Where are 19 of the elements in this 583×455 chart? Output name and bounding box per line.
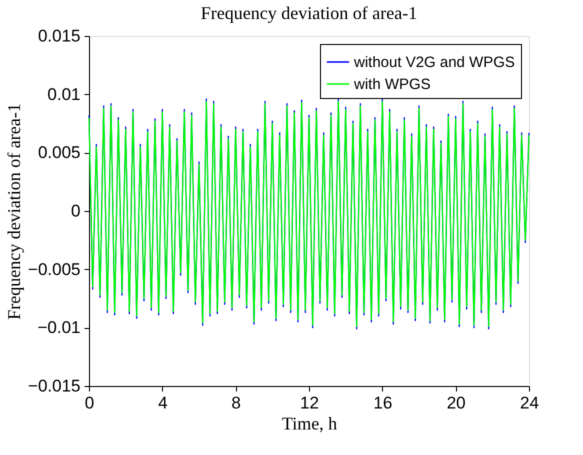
- y-tick-label: 0.015: [38, 26, 80, 46]
- x-tick-label: 4: [158, 394, 168, 412]
- y-tick-label: −0.005: [28, 260, 80, 279]
- y-axis-title: Frequency deviation of area-1: [4, 103, 24, 320]
- x-axis-title: Time, h: [282, 414, 338, 434]
- legend-label: with WPGS: [353, 76, 431, 93]
- y-tick-label: −0.01: [37, 318, 80, 338]
- x-tick-label: 8: [231, 394, 241, 412]
- y-tick-label: 0: [71, 202, 80, 220]
- y-tick-label: −0.015: [28, 376, 80, 396]
- x-tick-label: 12: [300, 394, 319, 412]
- y-tick-label: 0.01: [47, 84, 80, 104]
- legend-label: without V2G and WPGS: [353, 54, 515, 71]
- chart-title: Frequency deviation of area-1: [200, 3, 418, 23]
- x-tick-label: 20: [446, 394, 466, 412]
- x-tick-label: 0: [84, 394, 94, 412]
- x-tick-label: 24: [520, 394, 539, 412]
- x-tick-label: 16: [373, 394, 392, 412]
- y-tick-label: 0.005: [38, 143, 80, 162]
